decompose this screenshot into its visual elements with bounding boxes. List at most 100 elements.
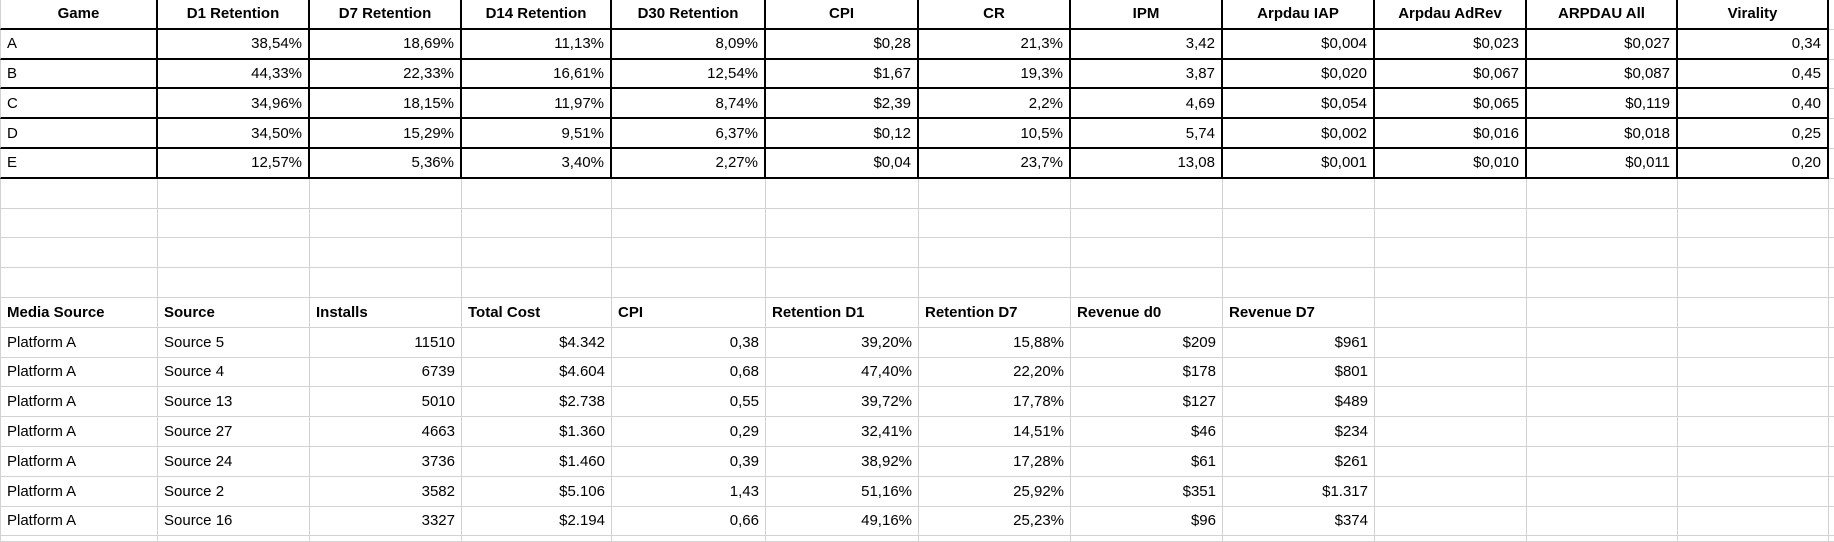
- sources-cell[interactable]: 22,20%: [919, 357, 1071, 388]
- games-cell[interactable]: $0,027: [1527, 29, 1678, 60]
- sources-cell[interactable]: 5010: [310, 387, 462, 418]
- sources-cell[interactable]: 0,55: [612, 387, 766, 418]
- sources-cell[interactable]: 25,23%: [919, 506, 1071, 537]
- grid-cell[interactable]: [1223, 178, 1375, 209]
- games-cell[interactable]: 5,74: [1071, 119, 1223, 149]
- games-cell[interactable]: $0,12: [766, 119, 919, 149]
- games-cell[interactable]: 19,3%: [919, 59, 1071, 90]
- grid-cell[interactable]: [919, 178, 1071, 209]
- grid-cell[interactable]: [1071, 238, 1223, 269]
- grid-cell[interactable]: [1527, 327, 1678, 358]
- sources-cell[interactable]: 17,78%: [919, 387, 1071, 418]
- games-cell[interactable]: 16,61%: [462, 59, 612, 90]
- grid-cell[interactable]: [1678, 476, 1829, 507]
- games-cell[interactable]: 8,74%: [612, 89, 766, 120]
- grid-cell[interactable]: [1829, 358, 1834, 388]
- sources-cell[interactable]: $127: [1071, 387, 1223, 418]
- grid-cell[interactable]: [1375, 238, 1527, 269]
- games-header-arpdau-all[interactable]: ARPDAU All: [1527, 0, 1678, 30]
- grid-cell[interactable]: [1375, 268, 1527, 298]
- grid-cell[interactable]: [1223, 536, 1375, 542]
- sources-cell[interactable]: Platform A: [0, 417, 158, 447]
- sources-cell[interactable]: 51,16%: [766, 476, 919, 507]
- games-cell[interactable]: $0,020: [1223, 59, 1375, 90]
- sources-cell[interactable]: 3736: [310, 446, 462, 477]
- grid-cell[interactable]: [1829, 477, 1834, 507]
- grid-cell[interactable]: [0, 268, 158, 298]
- grid-cell[interactable]: [310, 238, 462, 269]
- sources-cell[interactable]: Platform A: [0, 327, 158, 358]
- grid-cell[interactable]: [158, 208, 310, 239]
- sources-cell[interactable]: 47,40%: [766, 357, 919, 388]
- grid-cell[interactable]: [1829, 30, 1834, 60]
- games-cell[interactable]: 12,54%: [612, 59, 766, 90]
- sources-cell[interactable]: $209: [1071, 327, 1223, 358]
- sources-cell[interactable]: $1.317: [1223, 476, 1375, 507]
- grid-cell[interactable]: [1375, 506, 1527, 537]
- games-cell[interactable]: $0,087: [1527, 59, 1678, 90]
- grid-cell[interactable]: [919, 238, 1071, 269]
- grid-cell[interactable]: [1678, 506, 1829, 537]
- sources-cell[interactable]: Source 16: [158, 506, 310, 537]
- games-cell[interactable]: C: [0, 89, 158, 120]
- sources-cell[interactable]: $2.194: [462, 506, 612, 537]
- grid-cell[interactable]: [1527, 536, 1678, 542]
- sources-cell[interactable]: $1.360: [462, 417, 612, 447]
- grid-cell[interactable]: [1678, 268, 1829, 298]
- sources-header-media-source[interactable]: Media Source: [0, 297, 158, 328]
- sources-cell[interactable]: $1.460: [462, 446, 612, 477]
- grid-cell[interactable]: [919, 268, 1071, 298]
- sources-cell[interactable]: 0,66: [612, 506, 766, 537]
- grid-cell[interactable]: [1829, 268, 1834, 298]
- games-cell[interactable]: A: [0, 29, 158, 60]
- grid-cell[interactable]: [310, 208, 462, 239]
- games-cell[interactable]: $0,001: [1223, 148, 1375, 179]
- grid-cell[interactable]: [1829, 417, 1834, 447]
- sources-cell[interactable]: $2.738: [462, 387, 612, 418]
- grid-cell[interactable]: [1678, 327, 1829, 358]
- sources-cell[interactable]: 17,28%: [919, 446, 1071, 477]
- sources-cell[interactable]: 39,72%: [766, 387, 919, 418]
- games-cell[interactable]: 34,50%: [158, 119, 310, 149]
- games-cell[interactable]: $0,067: [1375, 59, 1527, 90]
- sources-cell[interactable]: 11510: [310, 327, 462, 358]
- grid-cell[interactable]: [1527, 506, 1678, 537]
- grid-cell[interactable]: [1527, 417, 1678, 447]
- sources-cell[interactable]: $61: [1071, 446, 1223, 477]
- grid-cell[interactable]: [612, 536, 766, 542]
- grid-cell[interactable]: [1829, 119, 1834, 149]
- games-cell[interactable]: $0,119: [1527, 89, 1678, 120]
- grid-cell[interactable]: [1375, 297, 1527, 328]
- games-cell[interactable]: 2,27%: [612, 148, 766, 179]
- grid-cell[interactable]: [1527, 208, 1678, 239]
- games-cell[interactable]: $0,065: [1375, 89, 1527, 120]
- games-cell[interactable]: $0,04: [766, 148, 919, 179]
- sources-cell[interactable]: 0,68: [612, 357, 766, 388]
- grid-cell[interactable]: [1678, 536, 1829, 542]
- grid-cell[interactable]: [310, 178, 462, 209]
- grid-cell[interactable]: [1527, 476, 1678, 507]
- games-cell[interactable]: 3,40%: [462, 148, 612, 179]
- grid-cell[interactable]: [1829, 209, 1834, 239]
- grid-cell[interactable]: [1071, 178, 1223, 209]
- games-cell[interactable]: 10,5%: [919, 119, 1071, 149]
- sources-cell[interactable]: 3327: [310, 506, 462, 537]
- sources-cell[interactable]: 15,88%: [919, 327, 1071, 358]
- games-header-cpi[interactable]: CPI: [766, 0, 919, 30]
- games-cell[interactable]: 44,33%: [158, 59, 310, 90]
- grid-cell[interactable]: [1527, 387, 1678, 418]
- grid-cell[interactable]: [1829, 387, 1834, 418]
- grid-cell[interactable]: [1071, 208, 1223, 239]
- grid-cell[interactable]: [0, 178, 158, 209]
- grid-cell[interactable]: [1829, 507, 1834, 537]
- sources-cell[interactable]: 0,29: [612, 417, 766, 447]
- sources-cell[interactable]: Source 5: [158, 327, 310, 358]
- grid-cell[interactable]: [919, 208, 1071, 239]
- grid-cell[interactable]: [766, 268, 919, 298]
- sources-header-installs[interactable]: Installs: [310, 297, 462, 328]
- games-cell[interactable]: E: [0, 148, 158, 179]
- grid-cell[interactable]: [158, 268, 310, 298]
- games-header-arpdau-iap[interactable]: Arpdau IAP: [1223, 0, 1375, 30]
- grid-cell[interactable]: [1678, 178, 1829, 209]
- grid-cell[interactable]: [1829, 447, 1834, 477]
